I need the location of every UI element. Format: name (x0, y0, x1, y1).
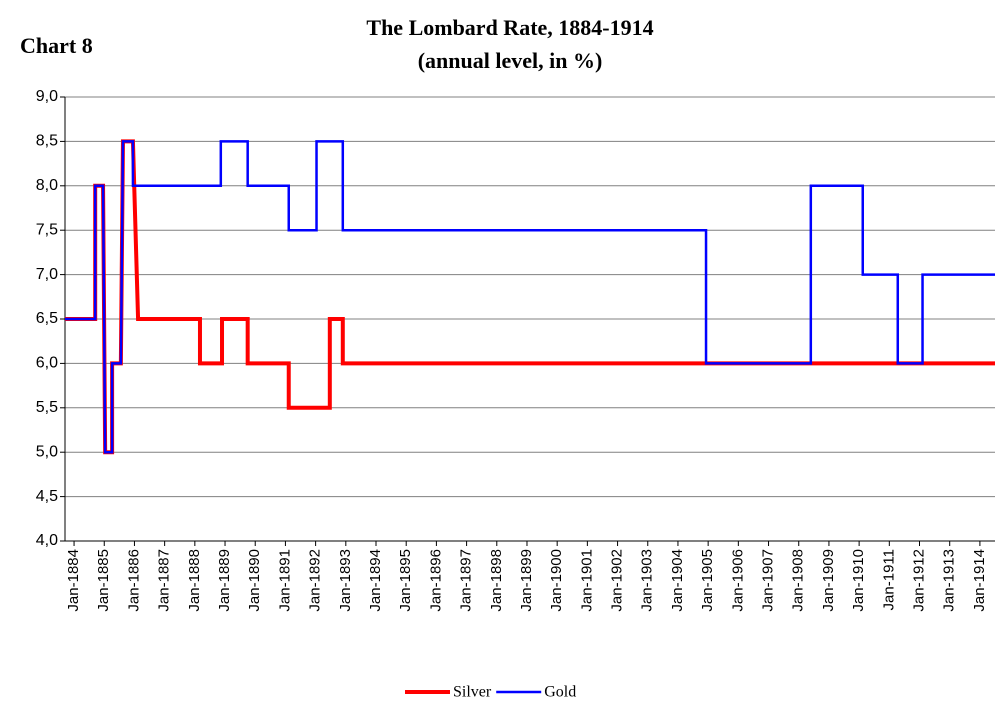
x-tick-label: Jan-1894 (367, 549, 384, 612)
legend-label: Gold (544, 684, 576, 701)
chart-title: The Lombard Rate, 1884-1914 (366, 15, 653, 40)
y-tick-label: 8,0 (36, 177, 58, 194)
x-tick-label: Jan-1912 (910, 549, 927, 612)
x-tick-label: Jan-1889 (216, 549, 233, 612)
x-tick-label: Jan-1901 (578, 549, 595, 612)
x-tick-label: Jan-1896 (427, 549, 444, 612)
y-tick-label: 8,5 (36, 133, 58, 150)
x-tick-label: Jan-1911 (880, 549, 897, 610)
x-tick-label: Jan-1899 (518, 549, 535, 612)
y-tick-label: 6,5 (36, 310, 58, 327)
x-tick-label: Jan-1903 (639, 549, 656, 612)
x-tick-label: Jan-1906 (729, 549, 746, 612)
x-tick-label: Jan-1886 (125, 549, 142, 612)
x-tick-label: Jan-1895 (397, 549, 414, 612)
x-tick-label: Jan-1905 (699, 549, 716, 612)
series-line (65, 140, 995, 454)
chart-subtitle: (annual level, in %) (418, 48, 603, 73)
y-tick-label: 5,0 (36, 443, 58, 460)
x-tick-label: Jan-1893 (337, 549, 354, 612)
x-tick-label: Jan-1897 (458, 549, 475, 612)
x-tick-label: Jan-1907 (760, 549, 777, 612)
legend-label: Silver (453, 684, 492, 701)
y-tick-label: 5,5 (36, 399, 58, 416)
y-tick-label: 4,5 (36, 488, 58, 505)
x-tick-label: Jan-1892 (307, 549, 324, 612)
x-tick-label: Jan-1904 (669, 549, 686, 612)
x-tick-label: Jan-1890 (246, 549, 263, 612)
y-tick-label: 7,5 (36, 221, 58, 238)
series-line (65, 139, 995, 455)
chart-label: Chart 8 (20, 33, 93, 58)
y-tick-label: 7,0 (36, 266, 58, 283)
x-tick-label: Jan-1900 (548, 549, 565, 612)
x-tick-label: Jan-1913 (941, 549, 958, 612)
x-tick-label: Jan-1910 (850, 549, 867, 612)
y-tick-label: 6,0 (36, 355, 58, 372)
x-tick-label: Jan-1914 (971, 549, 988, 612)
x-tick-label: Jan-1909 (820, 549, 837, 612)
x-tick-label: Jan-1898 (488, 549, 505, 612)
x-tick-label: Jan-1887 (156, 549, 173, 612)
y-tick-label: 9,0 (36, 88, 58, 105)
y-tick-label: 4,0 (36, 532, 58, 549)
x-tick-label: Jan-1888 (186, 549, 203, 612)
x-tick-label: Jan-1884 (65, 549, 82, 612)
x-tick-label: Jan-1902 (609, 549, 626, 612)
x-tick-label: Jan-1891 (276, 549, 293, 612)
x-tick-label: Jan-1908 (790, 549, 807, 612)
x-tick-label: Jan-1885 (95, 549, 112, 612)
